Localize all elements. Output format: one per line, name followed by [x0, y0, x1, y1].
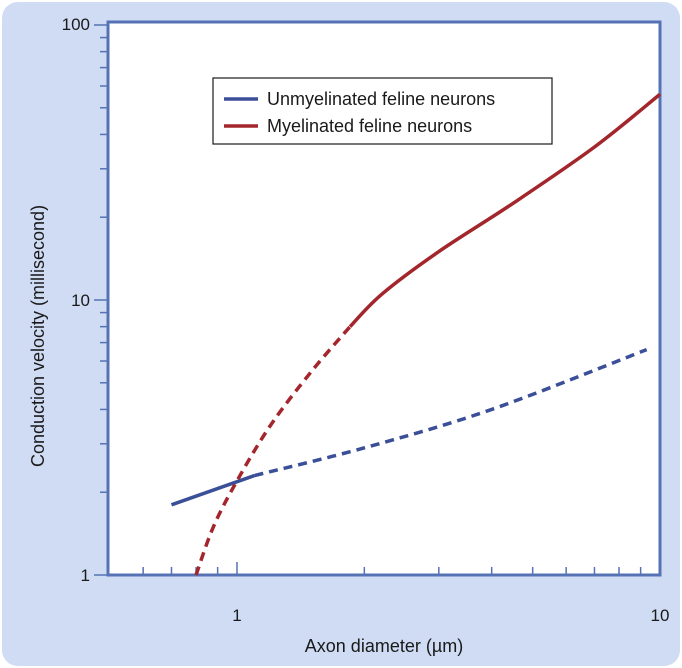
series-1-segment-1-solid: [348, 92, 662, 328]
y-tick-label-1: 1: [81, 566, 90, 585]
series-layer: [170, 92, 662, 576]
series-0-segment-0-solid: [170, 473, 256, 507]
y-tick-label-10: 10: [71, 291, 90, 310]
y-tick-label-100: 100: [62, 15, 90, 34]
legend-label-unmyelinated: Unmyelinated feline neurons: [267, 89, 495, 109]
axis-ticks: [94, 24, 661, 576]
legend-box: [212, 77, 553, 145]
x-tick-label-1: 1: [232, 606, 241, 625]
series-0-segment-1-dashed: [254, 347, 648, 478]
legend: Unmyelinated feline neurons Myelinated f…: [212, 77, 553, 145]
series-1-segment-0-dashed: [194, 325, 352, 576]
y-axis-title: Conduction velocity (millisecond): [28, 205, 48, 467]
legend-label-myelinated: Myelinated feline neurons: [267, 116, 472, 136]
x-axis-title: Axon diameter (µm): [305, 636, 463, 656]
x-tick-label-10: 10: [651, 606, 670, 625]
